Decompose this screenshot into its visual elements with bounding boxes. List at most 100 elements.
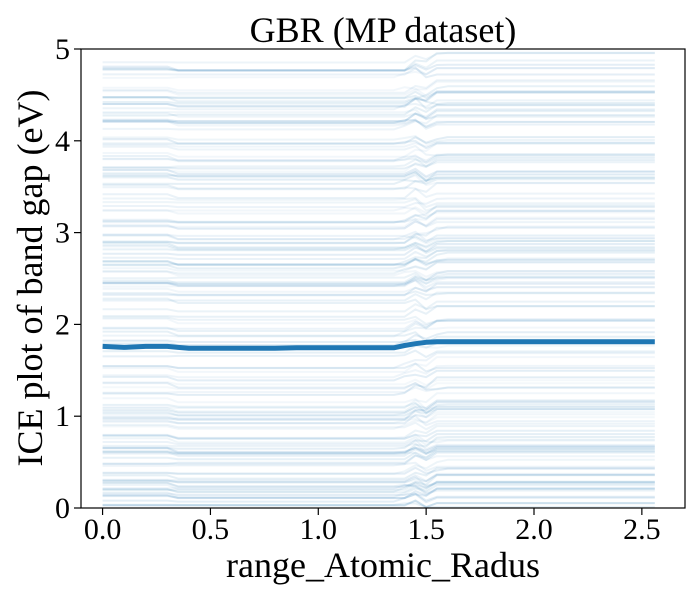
ice-curve <box>102 90 655 107</box>
ice-curve <box>102 119 655 128</box>
ice-curve <box>102 405 655 414</box>
ice-curve <box>102 204 655 223</box>
ice-curve <box>102 276 655 285</box>
ice-curve <box>102 249 655 267</box>
ice-curve <box>102 197 655 208</box>
ice-curve <box>102 364 655 379</box>
ice-curve <box>102 401 655 421</box>
ice-curve <box>102 352 655 370</box>
ice-curve <box>102 103 655 117</box>
y-tick-label: 5 <box>55 33 70 66</box>
ice-curve <box>102 319 655 332</box>
ice-curve <box>102 499 655 509</box>
y-tick-label: 2 <box>55 308 70 341</box>
ice-curve <box>102 436 655 446</box>
ice-curve <box>102 173 655 182</box>
ice-curve <box>102 461 655 472</box>
ice-curve <box>102 244 655 254</box>
ice-curve <box>102 473 655 484</box>
ice-curve <box>102 381 655 391</box>
ice-curve <box>102 209 655 224</box>
ice-curve <box>102 171 655 182</box>
ice-curve <box>102 319 655 338</box>
ice-curve <box>102 154 655 169</box>
ice-curve <box>102 80 655 96</box>
ice-curve <box>102 205 655 215</box>
ice-curve <box>102 378 655 387</box>
ice-curve <box>102 484 655 494</box>
ice-curve <box>102 63 655 72</box>
ice-curve <box>102 473 655 483</box>
ice-curve <box>102 499 655 509</box>
ice-curve <box>102 315 655 325</box>
ice-curve <box>102 186 655 198</box>
ice-curve <box>102 136 655 145</box>
ice-curve <box>102 467 655 480</box>
ice-curve <box>102 65 655 79</box>
x-tick-label: 1.0 <box>300 513 338 546</box>
ice-curve <box>102 240 655 251</box>
ice-curve <box>102 52 655 72</box>
ice-curve <box>102 251 655 270</box>
ice-curve <box>102 472 655 488</box>
ice-curve <box>102 141 655 158</box>
ice-curve <box>102 421 655 431</box>
ice-curve <box>102 397 655 411</box>
ice-curve <box>102 159 655 170</box>
ice-curve <box>102 416 655 424</box>
ice-curve <box>102 119 655 128</box>
ice-curve <box>102 273 655 284</box>
ice-curve <box>102 492 655 502</box>
ice-curve <box>102 218 655 228</box>
ice-curve <box>102 356 655 373</box>
ice-curve <box>102 178 655 185</box>
y-axis-label: ICE plot of band gap (eV) <box>10 90 50 467</box>
ice-curve <box>102 118 655 130</box>
ice-curve <box>102 157 655 168</box>
ice-curve <box>102 96 655 110</box>
y-tick-label: 4 <box>55 125 70 158</box>
ice-curve <box>102 382 655 391</box>
ice-curve <box>102 442 655 454</box>
ice-curve <box>102 481 655 495</box>
ice-curve <box>102 86 655 97</box>
ice-curve <box>102 399 655 413</box>
ice-curve <box>102 90 655 99</box>
ice-curve <box>102 197 655 209</box>
ice-curve <box>102 261 655 272</box>
ice-curve <box>102 349 655 358</box>
ice-curve <box>102 331 655 343</box>
ice-curve <box>102 218 655 230</box>
ice-curve <box>102 85 655 105</box>
ice-curve <box>102 481 655 499</box>
ice-curve <box>102 243 655 253</box>
ice-curve <box>102 479 655 487</box>
ice-curve <box>102 474 655 493</box>
ice-curve <box>102 317 655 330</box>
ice-curve <box>102 401 655 417</box>
ice-curve <box>102 258 655 266</box>
ice-curve <box>102 286 655 293</box>
ice-curve <box>102 403 655 421</box>
ice-curve <box>102 114 655 131</box>
ice-curve <box>102 240 655 249</box>
ice-curve <box>102 216 655 230</box>
ice-curve <box>102 493 655 504</box>
ice-curve <box>102 67 655 79</box>
ice-curve <box>102 480 655 498</box>
ice-curve <box>102 140 655 150</box>
y-tick-label: 1 <box>55 400 70 433</box>
ice-curve <box>102 386 655 394</box>
ice-curve <box>102 475 655 488</box>
ice-curve <box>102 436 655 455</box>
ice-curve <box>102 429 655 440</box>
ice-curve <box>102 282 655 297</box>
ice-curve <box>102 270 655 287</box>
ice-curve <box>102 79 655 94</box>
x-tick-label: 1.5 <box>407 513 445 546</box>
x-axis: 0.0 0.5 1.0 1.5 2.0 2.5 <box>84 508 661 546</box>
ice-curve <box>102 206 655 218</box>
ice-curve <box>102 156 655 173</box>
ice-curve <box>102 408 655 425</box>
